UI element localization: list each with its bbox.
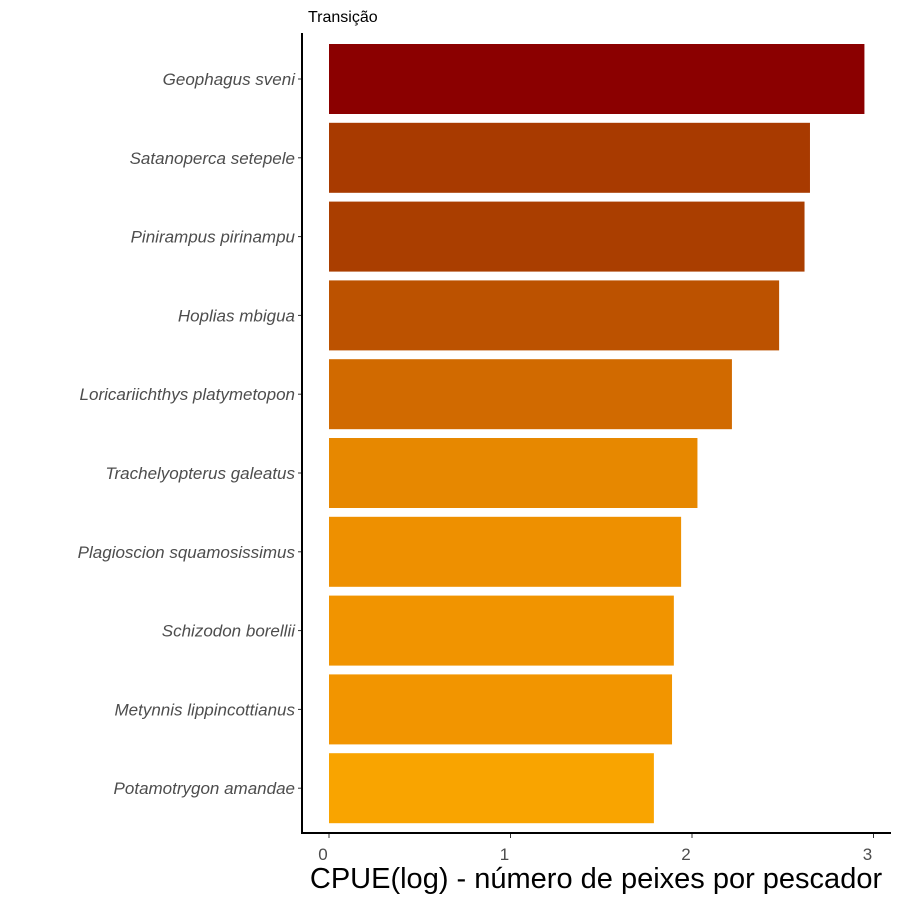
y-tick-label: Pinirampus pirinampu bbox=[131, 228, 296, 247]
x-axis-label: CPUE(log) - número de peixes por pescado… bbox=[310, 863, 883, 895]
y-tick-label: Loricariichthys platymetopon bbox=[80, 385, 295, 404]
bar-5 bbox=[329, 438, 698, 508]
bar-1 bbox=[329, 122, 810, 193]
x-axis-ticks: 0 1 2 3 bbox=[318, 834, 874, 864]
bars-group bbox=[329, 44, 865, 824]
bar-8 bbox=[329, 674, 673, 745]
bar-0 bbox=[329, 44, 865, 114]
x-tick-label: 3 bbox=[863, 845, 872, 864]
bar-9 bbox=[329, 753, 654, 824]
chart-title: Transição bbox=[308, 9, 378, 26]
y-tick-label: Potamotrygon amandae bbox=[114, 779, 295, 798]
bar-4 bbox=[329, 359, 732, 430]
y-tick-label: Satanoperca setepele bbox=[130, 149, 295, 168]
bar-6 bbox=[329, 516, 682, 587]
y-tick-label: Trachelyopterus galeatus bbox=[105, 464, 295, 483]
x-tick-label: 2 bbox=[681, 845, 690, 864]
x-tick-label: 0 bbox=[318, 845, 327, 864]
bar-2 bbox=[329, 201, 805, 272]
y-axis-labels: Geophagus sveni Satanoperca setepele Pinir… bbox=[78, 70, 302, 798]
x-tick-label: 1 bbox=[500, 845, 509, 864]
y-tick-label: Hoplias mbigua bbox=[178, 306, 295, 325]
y-tick-label: Schizodon borellii bbox=[162, 622, 296, 641]
y-tick-label: Metynnis lippincottianus bbox=[115, 700, 296, 719]
y-tick-label: Geophagus sveni bbox=[163, 70, 297, 89]
bar-3 bbox=[329, 280, 780, 351]
bar-7 bbox=[329, 595, 674, 666]
y-tick-label: Plagioscion squamosissimus bbox=[78, 543, 296, 562]
